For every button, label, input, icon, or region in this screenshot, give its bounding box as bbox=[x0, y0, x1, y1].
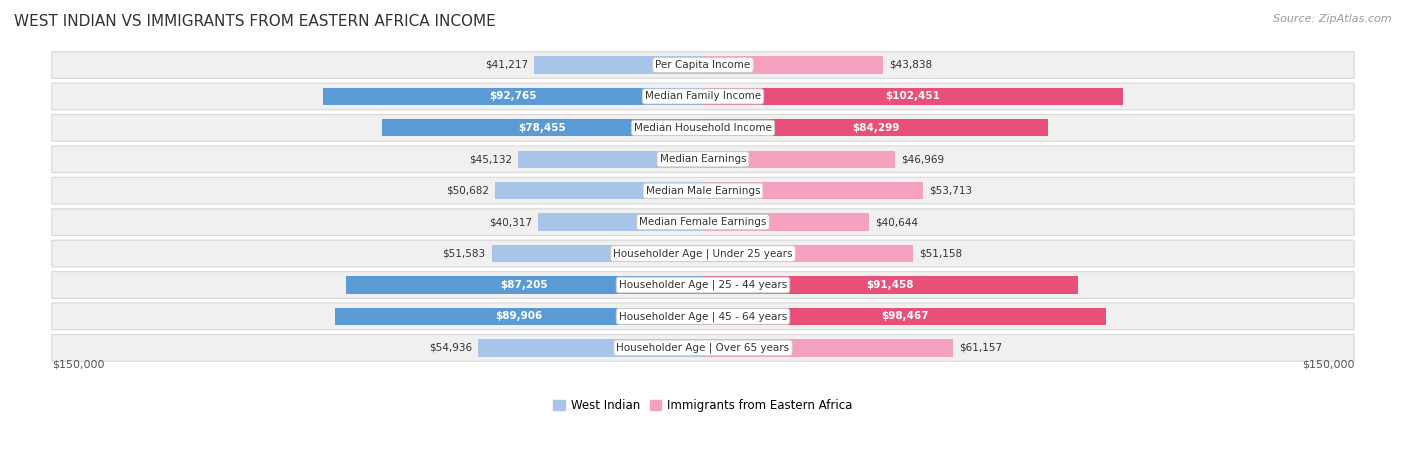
Text: Householder Age | Over 65 years: Householder Age | Over 65 years bbox=[616, 343, 790, 353]
Bar bbox=[703, 88, 1122, 105]
Text: $50,682: $50,682 bbox=[446, 186, 489, 196]
Bar bbox=[703, 182, 922, 199]
Bar bbox=[703, 245, 912, 262]
Bar bbox=[492, 245, 703, 262]
FancyBboxPatch shape bbox=[52, 52, 1354, 78]
Text: $46,969: $46,969 bbox=[901, 154, 945, 164]
FancyBboxPatch shape bbox=[52, 272, 1354, 298]
Bar bbox=[703, 57, 883, 74]
Text: WEST INDIAN VS IMMIGRANTS FROM EASTERN AFRICA INCOME: WEST INDIAN VS IMMIGRANTS FROM EASTERN A… bbox=[14, 14, 496, 29]
FancyBboxPatch shape bbox=[52, 146, 1354, 173]
Text: $45,132: $45,132 bbox=[470, 154, 512, 164]
Text: $51,158: $51,158 bbox=[918, 248, 962, 259]
Bar bbox=[703, 276, 1077, 294]
Text: $102,451: $102,451 bbox=[886, 92, 941, 101]
Text: $150,000: $150,000 bbox=[1302, 359, 1354, 369]
Text: Median Household Income: Median Household Income bbox=[634, 123, 772, 133]
Text: Source: ZipAtlas.com: Source: ZipAtlas.com bbox=[1274, 14, 1392, 24]
Bar bbox=[538, 213, 703, 231]
Text: $40,317: $40,317 bbox=[489, 217, 531, 227]
Text: $41,217: $41,217 bbox=[485, 60, 529, 70]
Text: Median Male Earnings: Median Male Earnings bbox=[645, 186, 761, 196]
Text: $98,467: $98,467 bbox=[880, 311, 928, 321]
Bar bbox=[534, 57, 703, 74]
Text: Median Earnings: Median Earnings bbox=[659, 154, 747, 164]
Bar bbox=[703, 308, 1107, 325]
Text: Median Female Earnings: Median Female Earnings bbox=[640, 217, 766, 227]
Text: $92,765: $92,765 bbox=[489, 92, 537, 101]
Bar bbox=[478, 339, 703, 356]
Text: $43,838: $43,838 bbox=[889, 60, 932, 70]
FancyBboxPatch shape bbox=[52, 303, 1354, 330]
Bar bbox=[381, 119, 703, 136]
Text: $78,455: $78,455 bbox=[519, 123, 567, 133]
Text: $91,458: $91,458 bbox=[866, 280, 914, 290]
Bar bbox=[703, 151, 896, 168]
Text: $84,299: $84,299 bbox=[852, 123, 900, 133]
Bar bbox=[519, 151, 703, 168]
Text: $61,157: $61,157 bbox=[960, 343, 1002, 353]
FancyBboxPatch shape bbox=[52, 83, 1354, 110]
Text: Householder Age | Under 25 years: Householder Age | Under 25 years bbox=[613, 248, 793, 259]
Bar bbox=[703, 119, 1049, 136]
Text: Householder Age | 25 - 44 years: Householder Age | 25 - 44 years bbox=[619, 280, 787, 290]
Text: Median Family Income: Median Family Income bbox=[645, 92, 761, 101]
Text: Per Capita Income: Per Capita Income bbox=[655, 60, 751, 70]
FancyBboxPatch shape bbox=[52, 177, 1354, 204]
Bar bbox=[703, 213, 869, 231]
Legend: West Indian, Immigrants from Eastern Africa: West Indian, Immigrants from Eastern Afr… bbox=[548, 394, 858, 417]
FancyBboxPatch shape bbox=[52, 114, 1354, 141]
Bar bbox=[703, 339, 953, 356]
Text: $150,000: $150,000 bbox=[52, 359, 104, 369]
Text: $51,583: $51,583 bbox=[443, 248, 485, 259]
Bar bbox=[346, 276, 703, 294]
FancyBboxPatch shape bbox=[52, 209, 1354, 235]
Bar bbox=[335, 308, 703, 325]
Bar bbox=[495, 182, 703, 199]
Text: $89,906: $89,906 bbox=[495, 311, 543, 321]
Text: $53,713: $53,713 bbox=[929, 186, 972, 196]
Bar bbox=[323, 88, 703, 105]
FancyBboxPatch shape bbox=[52, 240, 1354, 267]
Text: $54,936: $54,936 bbox=[429, 343, 472, 353]
Text: Householder Age | 45 - 64 years: Householder Age | 45 - 64 years bbox=[619, 311, 787, 322]
Text: $40,644: $40,644 bbox=[876, 217, 918, 227]
FancyBboxPatch shape bbox=[52, 334, 1354, 361]
Text: $87,205: $87,205 bbox=[501, 280, 548, 290]
